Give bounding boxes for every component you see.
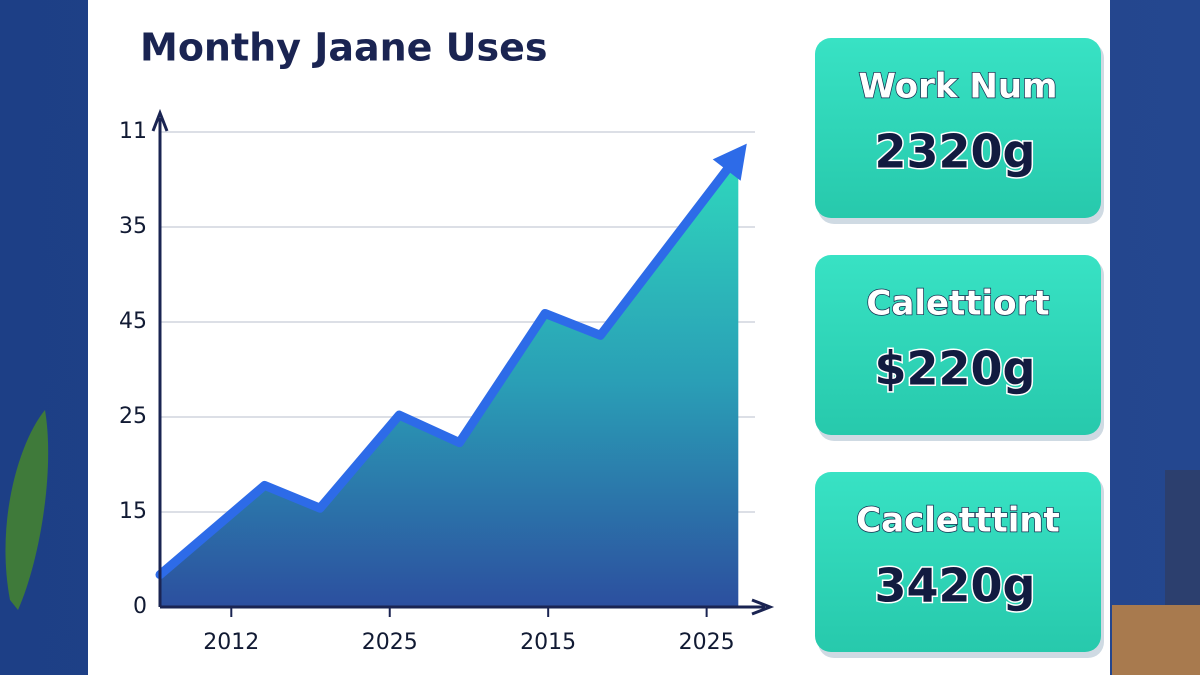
cards: Work Num 2320g Calettiort $220g Cacletttint 3… (815, 38, 1104, 658)
x-tick-label: 2025 (679, 630, 735, 655)
card-value: 2320g (875, 125, 1036, 179)
plot: 0 15 25 45 35 11 2012 2025 2015 2025 (119, 108, 775, 655)
y-tick-label: 11 (119, 119, 147, 144)
y-tick-label: 15 (119, 499, 147, 524)
x-axis-arrow (751, 598, 775, 616)
x-tick-label: 2015 (520, 630, 576, 655)
chart-title: Monthy Jaane Uses (140, 26, 548, 70)
card-value: 3420g (875, 559, 1036, 613)
y-tick-label: 35 (119, 214, 147, 239)
monitor (1165, 470, 1200, 610)
x-tick-label: 2025 (362, 630, 418, 655)
card (815, 255, 1101, 435)
y-axis-arrow (151, 108, 169, 132)
y-tick-label: 0 (133, 594, 147, 619)
card-value: $220g (875, 342, 1036, 396)
desk (1112, 605, 1200, 675)
line (155, 150, 743, 580)
card-label: Work Num (859, 67, 1058, 107)
x-tick-label: 2012 (203, 630, 259, 655)
card (815, 472, 1101, 652)
line-arrowhead (712, 143, 747, 181)
card-label: Cacletttint (856, 501, 1060, 541)
area (160, 154, 739, 608)
y-tick-label: 25 (119, 404, 147, 429)
plant-leaf (5, 410, 49, 610)
card-label: Calettiort (866, 284, 1049, 324)
y-tick-label: 45 (119, 309, 147, 334)
card (815, 38, 1101, 218)
